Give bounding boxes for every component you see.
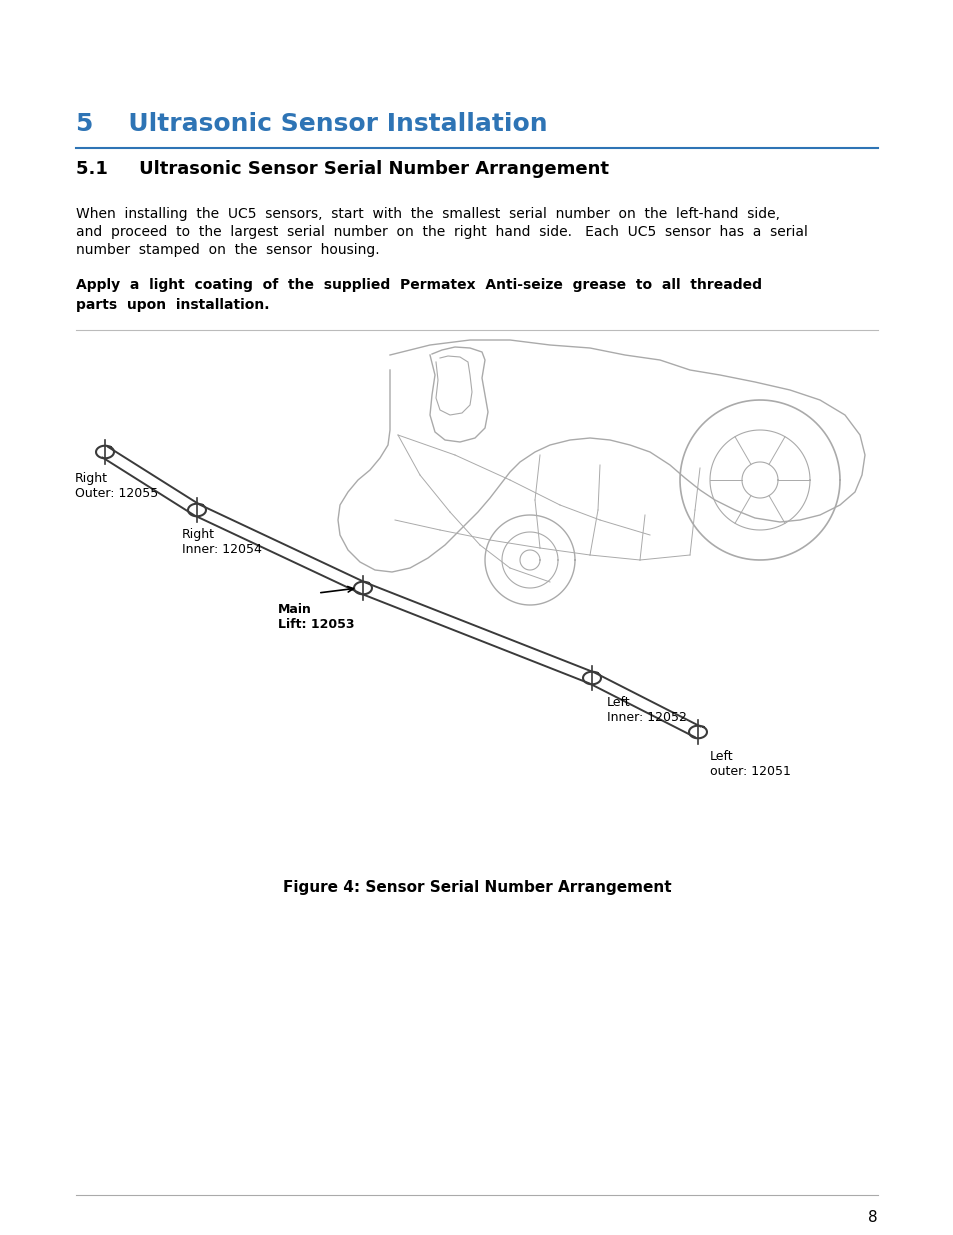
Text: 8: 8	[867, 1210, 877, 1225]
Text: Main
Lift: 12053: Main Lift: 12053	[277, 603, 355, 631]
Text: Left
outer: 12051: Left outer: 12051	[709, 750, 790, 778]
Text: Figure 4: Sensor Serial Number Arrangement: Figure 4: Sensor Serial Number Arrangeme…	[282, 881, 671, 895]
Text: 5.1     Ultrasonic Sensor Serial Number Arrangement: 5.1 Ultrasonic Sensor Serial Number Arra…	[76, 161, 608, 178]
Text: Right
Outer: 12055: Right Outer: 12055	[75, 472, 158, 500]
Text: When  installing  the  UC5  sensors,  start  with  the  smallest  serial  number: When installing the UC5 sensors, start w…	[76, 207, 780, 221]
Text: Left
Inner: 12052: Left Inner: 12052	[606, 697, 686, 724]
Text: parts  upon  installation.: parts upon installation.	[76, 298, 269, 312]
Text: 5    Ultrasonic Sensor Installation: 5 Ultrasonic Sensor Installation	[76, 112, 547, 136]
Text: Right
Inner: 12054: Right Inner: 12054	[182, 529, 262, 556]
Text: and  proceed  to  the  largest  serial  number  on  the  right  hand  side.   Ea: and proceed to the largest serial number…	[76, 225, 807, 240]
Text: number  stamped  on  the  sensor  housing.: number stamped on the sensor housing.	[76, 243, 379, 257]
Text: Apply  a  light  coating  of  the  supplied  Permatex  Anti-seize  grease  to  a: Apply a light coating of the supplied Pe…	[76, 278, 761, 291]
